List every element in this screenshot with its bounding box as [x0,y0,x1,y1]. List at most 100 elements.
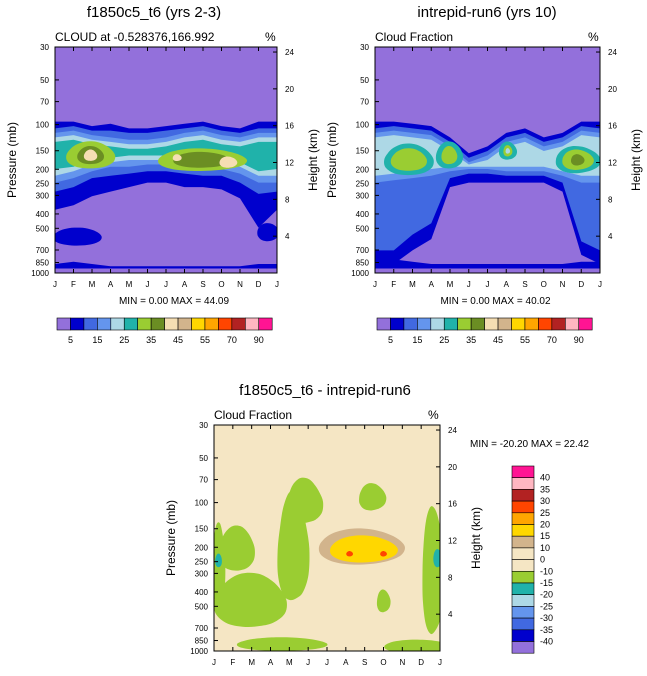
colorbar-swatch [511,559,535,572]
colorbar-swatch [150,317,165,331]
plot-area [214,425,440,651]
colorbar-swatch [430,317,445,331]
y-tick-label: 50 [40,76,49,85]
colorbar-label: -25 [540,601,553,611]
colorbar-swatch [511,465,535,478]
y-tick-label: 250 [36,180,50,189]
y-right-tick-label: 4 [285,232,290,241]
y-tick-label: 400 [356,210,370,219]
colorbar-label: -20 [540,590,553,600]
colorbar: 5 15 25 35 45 55 70 90 [56,317,273,345]
colorbar-swatch [511,500,535,514]
y-right-tick-label: 8 [608,195,613,204]
colorbar-swatch [578,317,593,331]
x-tick-label: M [286,658,293,667]
contour-fill [505,148,511,154]
plot-area [55,47,277,273]
colorbar-label: 20 [540,520,550,530]
colorbar-swatch [511,606,535,619]
colorbar-swatch [191,317,206,331]
x-tick-label: J [53,280,57,289]
y-axis-right-label: Height (km) [629,129,643,191]
contour-fill [376,589,391,613]
colorbar-swatch [538,317,553,331]
y-right-tick-label: 16 [285,122,294,131]
contour-fill [173,151,232,168]
x-tick-label: J [325,658,329,667]
colorbar-swatch [258,317,273,331]
y-tick-label: 100 [356,121,370,130]
x-tick-label: M [248,658,255,667]
y-tick-label: 70 [199,476,208,485]
chart-title: f1850c5_t6 (yrs 2-3) [87,4,221,21]
x-tick-label: J [467,280,471,289]
contour-fill [329,535,398,563]
colorbar-swatch [511,570,535,584]
y-tick-label: 500 [195,602,209,611]
colorbar-swatch [511,489,535,502]
y-tick-label: 150 [36,147,50,156]
x-tick-label: J [486,280,490,289]
colorbar-swatch [204,317,219,331]
x-tick-label: J [146,280,150,289]
colorbar-swatch [524,317,539,331]
y-right-tick-label: 16 [608,122,617,131]
colorbar-swatch [70,317,85,331]
contour-fill [422,506,440,635]
contour-fill [215,553,222,568]
y-axis-label: Pressure (mb) [164,500,178,576]
x-tick-label: J [275,280,279,289]
y-right-tick-label: 20 [448,463,457,472]
y-tick-label: 400 [195,588,209,597]
colorbar-label: -30 [540,613,553,623]
y-tick-label: 50 [360,76,369,85]
colorbar-swatch [443,317,458,331]
y-tick-label: 30 [360,43,369,52]
y-tick-label: 200 [36,165,50,174]
y-tick-label: 30 [199,421,208,430]
y-tick-label: 250 [195,558,209,567]
colorbar-swatch [511,477,535,490]
colorbar-swatch [231,317,246,331]
colorbar-swatch [484,317,499,331]
y-tick-label: 150 [195,525,209,534]
min-max-stats: MIN = -20.20 MAX = 22.42 [470,439,589,450]
contour-fill [218,525,255,571]
y-right-tick-label: 12 [285,159,294,168]
contour-fill [83,149,98,161]
colorbar-swatch [177,317,192,331]
colorbar-label: 35 [540,484,550,494]
y-tick-label: 200 [356,165,370,174]
x-tick-label: F [230,658,235,667]
y-axis-right-label: Height (km) [306,129,320,191]
y-tick-label: 300 [36,191,50,200]
x-tick-label: A [343,658,349,667]
contour-fill [380,551,387,557]
y-tick-label: 70 [360,98,369,107]
colorbar-swatch [551,317,566,331]
contour-fill [257,223,277,242]
x-tick-label: D [256,280,262,289]
y-right-tick-label: 8 [448,573,453,582]
y-tick-label: 100 [36,121,50,130]
colorbar-label: 25 [439,335,449,345]
colorbar-swatch [376,317,391,331]
y-tick-label: 70 [40,98,49,107]
colorbar-label: 40 [540,473,550,483]
x-tick-label: O [218,280,224,289]
x-tick-label: F [71,280,76,289]
colorbar-swatch [470,317,485,331]
contour-fill [214,572,287,627]
x-tick-label: J [306,658,310,667]
y-tick-label: 300 [195,569,209,578]
colorbar-label: 35 [146,335,156,345]
colorbar-label: 5 [388,335,393,345]
contour-fill [384,639,440,651]
y-tick-label: 850 [195,637,209,646]
y-tick-label: 1000 [190,647,208,656]
chart-panel-3: f1850c5_t6 - intrepid-run6 Cloud Fraction… [164,382,589,667]
y-tick-label: 1000 [31,269,49,278]
y-tick-label: 850 [356,259,370,268]
contour-band [375,259,600,269]
